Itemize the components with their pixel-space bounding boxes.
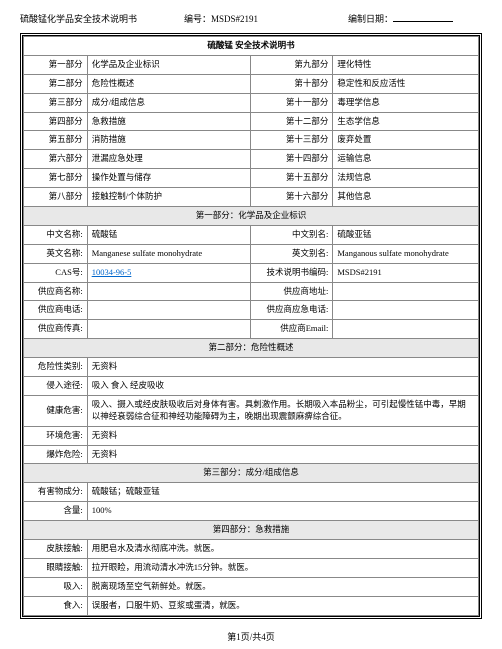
field-label: 中文名称:	[24, 225, 88, 244]
field-value: 拉开眼睑，用流动清水冲洗15分钟。就医。	[87, 558, 478, 577]
page: 硫酸锰化学品安全技术说明书 编号：MSDS#2191 编制日期： 硫酸锰 安全技…	[0, 0, 502, 649]
field-label: 供应商名称:	[24, 282, 88, 301]
toc-value-left: 成分/组成信息	[87, 93, 251, 112]
header-date: 编制日期：	[348, 12, 482, 25]
field-value: 硫酸亚锰	[333, 225, 479, 244]
field-label: 有害物成分:	[24, 483, 88, 502]
field-value: 无资料	[87, 445, 478, 464]
field-label: 供应商传真:	[24, 320, 88, 339]
toc-value-left: 消防措施	[87, 131, 251, 150]
toc-label-left: 第八部分	[24, 188, 88, 207]
field-label: 眼睛接触:	[24, 558, 88, 577]
field-value: Manganese sulfate monohydrate	[87, 244, 251, 263]
field-value: 无资料	[87, 358, 478, 377]
field-label: 皮肤接触:	[24, 540, 88, 559]
toc-value-right: 稳定性和反应活性	[333, 74, 479, 93]
document-title: 硫酸锰 安全技术说明书	[24, 37, 479, 56]
field-label: 英文别名:	[251, 244, 333, 263]
field-value: 100%	[87, 502, 478, 521]
field-label: 环境危害:	[24, 426, 88, 445]
field-value: 无资料	[87, 426, 478, 445]
toc-value-left: 接触控制/个体防护	[87, 188, 251, 207]
field-value	[333, 282, 479, 301]
field-label: 爆炸危险:	[24, 445, 88, 464]
toc-label-left: 第四部分	[24, 112, 88, 131]
toc-label-right: 第十二部分	[251, 112, 333, 131]
toc-value-left: 危险性概述	[87, 74, 251, 93]
page-header: 硫酸锰化学品安全技术说明书 编号：MSDS#2191 编制日期：	[20, 10, 482, 33]
header-doc-name: 硫酸锰化学品安全技术说明书	[20, 12, 154, 25]
field-label: 含量:	[24, 502, 88, 521]
cas-link[interactable]: 10034-96-5	[92, 267, 132, 277]
toc-value-right: 生态学信息	[333, 112, 479, 131]
toc-value-right: 废弃处置	[333, 131, 479, 150]
field-label: 中文别名:	[251, 225, 333, 244]
toc-label-right: 第十三部分	[251, 131, 333, 150]
field-value: 误服者，口服牛奶、豆浆或蛋清，就医。	[87, 596, 478, 615]
field-value	[87, 320, 251, 339]
field-label: 供应商应急电话:	[251, 301, 333, 320]
field-value: 用肥皂水及清水彻底冲洗。就医。	[87, 540, 478, 559]
toc-value-left: 化学品及企业标识	[87, 55, 251, 74]
field-label: 侵入途径:	[24, 377, 88, 396]
toc-value-left: 急救措施	[87, 112, 251, 131]
field-label: 技术说明书编码:	[251, 263, 333, 282]
page-footer: 第1页/共4页	[0, 630, 502, 643]
toc-label-right: 第十六部分	[251, 188, 333, 207]
section1-header: 第一部分：化学品及企业标识	[24, 207, 479, 226]
field-label: 供应商电话:	[24, 301, 88, 320]
field-value	[87, 301, 251, 320]
section2-header: 第二部分：危险性概述	[24, 339, 479, 358]
field-value: 脱离现场至空气新鲜处。就医。	[87, 577, 478, 596]
section3-header: 第三部分：成分/组成信息	[24, 464, 479, 483]
field-value: Manganous sulfate monohydrate	[333, 244, 479, 263]
field-value: 硫酸锰	[87, 225, 251, 244]
msds-table: 硫酸锰 安全技术说明书 第一部分化学品及企业标识第九部分理化特性第二部分危险性概…	[23, 36, 479, 616]
toc-value-right: 理化特性	[333, 55, 479, 74]
field-label: 吸入:	[24, 577, 88, 596]
field-value: 硫酸锰；硫酸亚锰	[87, 483, 478, 502]
field-label: 供应商Email:	[251, 320, 333, 339]
toc-value-right: 法规信息	[333, 169, 479, 188]
field-label: CAS号:	[24, 263, 88, 282]
header-code: 编号：MSDS#2191	[184, 12, 318, 25]
field-label: 英文名称:	[24, 244, 88, 263]
field-value: 吸入、摄入或经皮肤吸收后对身体有害。具刺激作用。长期吸入本品粉尘，可引起慢性锰中…	[87, 395, 478, 426]
toc-label-right: 第十四部分	[251, 150, 333, 169]
field-value: 吸入 食入 经皮吸收	[87, 377, 478, 396]
toc-value-left: 泄漏应急处理	[87, 150, 251, 169]
toc-label-right: 第十一部分	[251, 93, 333, 112]
field-value: MSDS#2191	[333, 263, 479, 282]
toc-label-left: 第六部分	[24, 150, 88, 169]
toc-value-right: 其他信息	[333, 188, 479, 207]
toc-value-right: 毒理学信息	[333, 93, 479, 112]
toc-label-left: 第七部分	[24, 169, 88, 188]
toc-value-left: 操作处置与储存	[87, 169, 251, 188]
toc-label-right: 第九部分	[251, 55, 333, 74]
field-value	[333, 301, 479, 320]
toc-label-left: 第一部分	[24, 55, 88, 74]
field-value	[333, 320, 479, 339]
toc-label-left: 第二部分	[24, 74, 88, 93]
section4-header: 第四部分：急救措施	[24, 521, 479, 540]
toc-label-left: 第五部分	[24, 131, 88, 150]
toc-label-left: 第三部分	[24, 93, 88, 112]
field-label: 食入:	[24, 596, 88, 615]
toc-value-right: 运输信息	[333, 150, 479, 169]
toc-label-right: 第十部分	[251, 74, 333, 93]
toc-label-right: 第十五部分	[251, 169, 333, 188]
field-label: 危险性类别:	[24, 358, 88, 377]
field-value: 10034-96-5	[87, 263, 251, 282]
field-label: 供应商地址:	[251, 282, 333, 301]
field-label: 健康危害:	[24, 395, 88, 426]
document-frame: 硫酸锰 安全技术说明书 第一部分化学品及企业标识第九部分理化特性第二部分危险性概…	[20, 33, 482, 619]
field-value	[87, 282, 251, 301]
